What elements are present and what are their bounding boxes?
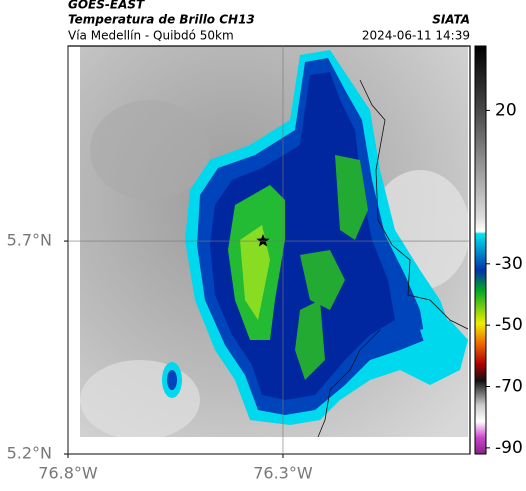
satellite-image: [80, 46, 468, 437]
colorbar: [474, 45, 487, 455]
x-tick-label: 76.3°W: [253, 464, 313, 483]
colorbar-tick-label: -70: [495, 377, 523, 397]
colorbar-tick-label: 20: [495, 100, 517, 120]
y-tick-label: 5.2°N: [7, 444, 52, 463]
product-title: Temperatura de Brillo CH13: [68, 13, 255, 27]
agency: SIATA: [432, 13, 470, 27]
x-tick-label: 76.8°W: [38, 464, 98, 483]
colorbar-tick-label: -30: [495, 254, 523, 274]
colorbar-tick-label: -50: [495, 315, 523, 335]
region: Vía Medellín - Quibdó 50km: [68, 29, 234, 43]
colorbar-tick-label: -90: [495, 438, 523, 458]
satellite-name: GOES-EAST: [68, 0, 145, 12]
timestamp: 2024-06-11 14:39: [362, 29, 470, 43]
y-tick-label: 5.7°N: [7, 231, 52, 250]
location-marker: [256, 234, 270, 247]
